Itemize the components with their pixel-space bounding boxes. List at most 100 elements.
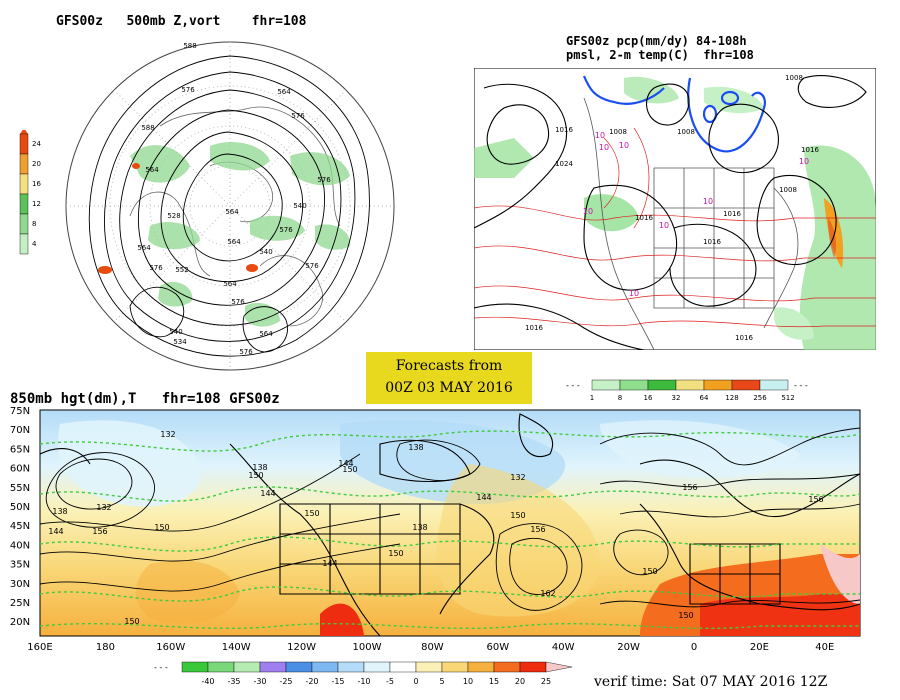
vort-contour-label: 588 (183, 42, 196, 50)
vort-highs (98, 163, 258, 274)
t850-contour-label: 144 (322, 559, 337, 568)
pcp-freezing-line (582, 75, 766, 153)
vort-scale-tick: 16 (32, 180, 41, 188)
pcp-map: 1008 1016 1024 1008 1008 1016 1016 1016 1016 1008… (474, 68, 876, 350)
pcp-isobar-label: 1024 (555, 160, 573, 168)
vort-contour-label: 576 (181, 86, 195, 94)
pcp-isotherm-label: 10 (619, 141, 629, 150)
pcp-isobars (474, 75, 867, 350)
pcp-title-line1: GFS00z pcp(mm/dy) 84-108h (566, 34, 747, 48)
temp-scale-swatch (337, 661, 365, 673)
pcp-isotherm-label: 10 (583, 207, 593, 216)
t850-contour-label: 138 (52, 507, 67, 516)
temp-scale-swatch (259, 661, 287, 673)
temp-scale-tick: 25 (541, 677, 551, 686)
t850-contour-label: 144 (260, 489, 275, 498)
t850-lat-label: 20N (10, 617, 30, 628)
pcp-isobar-label: 1016 (723, 210, 741, 218)
vort-scale-swatch (19, 173, 29, 195)
temp-scale-tick: -15 (331, 677, 344, 686)
pcp-title-line2: pmsl, 2-m temp(C) fhr=108 (566, 48, 754, 62)
t850-lat-label: 55N (10, 483, 30, 494)
vort-contour-label: 534 (173, 338, 187, 346)
t850-contour-label: 138 (408, 443, 423, 452)
vort-scale-swatch (19, 153, 29, 175)
temp-scale-tick: 10 (463, 677, 473, 686)
t850-lat-label: 25N (10, 598, 30, 609)
pcp-scale-tick: 1 (590, 394, 594, 402)
temp-scale-tick: -40 (201, 677, 214, 686)
pcp-isotherm-label: 10 (703, 197, 713, 206)
vort-scale-tick: 8 (32, 220, 36, 228)
pcp-scale-dash: - - - (566, 381, 580, 390)
pcp-scale-tick: 256 (753, 394, 767, 402)
temp-scale-swatch (285, 661, 313, 673)
temp-scale-swatch (493, 661, 521, 673)
temp-scale-tick: 5 (439, 677, 444, 686)
vort-scale-tick: 20 (32, 160, 41, 168)
t850-lat-label: 40N (10, 540, 30, 551)
t850-lat-label: 65N (10, 444, 30, 455)
t850-contour-label: 150 (342, 465, 357, 474)
t850-lat-label: 35N (10, 560, 30, 571)
vort-contour-label: 564 (137, 244, 151, 252)
vort-contour-label: 564 (223, 280, 237, 288)
vort-scale-tick: 24 (32, 140, 41, 148)
vort-contour-label: 540 (293, 202, 306, 210)
vort-contour-label: 576 (305, 262, 319, 270)
temp-scale-swatch (467, 661, 495, 673)
t850-lon-label: 120W (287, 642, 316, 653)
t850-lon-label: 40W (552, 642, 575, 653)
vort-scale-tick: 4 (32, 240, 37, 248)
forecast-badge-line2: 00Z 03 MAY 2016 (385, 380, 513, 396)
t850-lat-label: 50N (10, 502, 30, 513)
t850-contour-label: 150 (510, 511, 525, 520)
temp-scale-tick: -25 (279, 677, 292, 686)
t850-contour-label: 138 (412, 523, 427, 532)
pcp-scale-tick: 32 (672, 394, 681, 402)
temp-scale-swatch (363, 661, 391, 673)
vort-contour-label: 576 (279, 226, 293, 234)
t850-lat-label: 75N (10, 406, 30, 417)
vort-contour-label: 564 (227, 238, 241, 246)
pcp-isotherm-label: 10 (595, 131, 605, 140)
temp-scale-swatch (181, 661, 209, 673)
pcp-isotherm-labels: 10 10 10 10 10 10 10 10 (583, 131, 809, 298)
pcp-scale-tick: 16 (644, 394, 653, 402)
vort-contour-label: 564 (259, 330, 273, 338)
pcp-isotherms (474, 127, 876, 328)
t850-lon-label: 100W (353, 642, 382, 653)
t850-contour-label: 150 (248, 471, 263, 480)
pcp-scale-swatch (675, 379, 705, 391)
t850-isotherms (39, 430, 861, 629)
vort-contour-label: 564 (277, 88, 291, 96)
temp-scale-swatch (415, 661, 443, 673)
t850-contour-label: 138 (252, 463, 267, 472)
temp-scale-swatch (311, 661, 339, 673)
verif-time: verif time: Sat 07 MAY 2016 12Z (594, 674, 828, 690)
vort-contours (88, 55, 370, 357)
temp-scale-swatch (389, 661, 417, 673)
pcp-scale-swatch (731, 379, 761, 391)
temp-scale-swatch (441, 661, 469, 673)
temp-scale-tick: -5 (386, 677, 394, 686)
pcp-scale-swatch (619, 379, 649, 391)
vort-contour-label: 552 (175, 266, 188, 274)
t850-lon-label: 160E (27, 642, 52, 653)
temp-scale-tick: 0 (413, 677, 418, 686)
pcp-scale-dash: - - - (794, 381, 808, 390)
vort-scale: 24 20 16 12 8 4 (19, 130, 41, 255)
forecast-badge: Forecasts from 00Z 03 MAY 2016 (366, 352, 532, 404)
pcp-isobar-label: 1016 (525, 324, 543, 332)
vort-contour-label: 564 (225, 208, 239, 216)
vort-contour-label: 588 (141, 124, 154, 132)
pcp-scale-swatch (703, 379, 733, 391)
pcp-isobar-label: 1016 (801, 146, 819, 154)
t850-latitude-labels: 75N 70N 65N 60N 55N 50N 45N 40N 35N 30N 25N 20N (10, 406, 30, 628)
t850-contour-label: 132 (160, 430, 175, 439)
vort-contour-label: 564 (145, 166, 159, 174)
temp-scale-tick: 20 (515, 677, 525, 686)
pcp-isobar-labels: 1008 1016 1024 1008 1008 1016 1016 1016 1016 1008… (525, 74, 819, 342)
t850-lat-label: 45N (10, 521, 30, 532)
